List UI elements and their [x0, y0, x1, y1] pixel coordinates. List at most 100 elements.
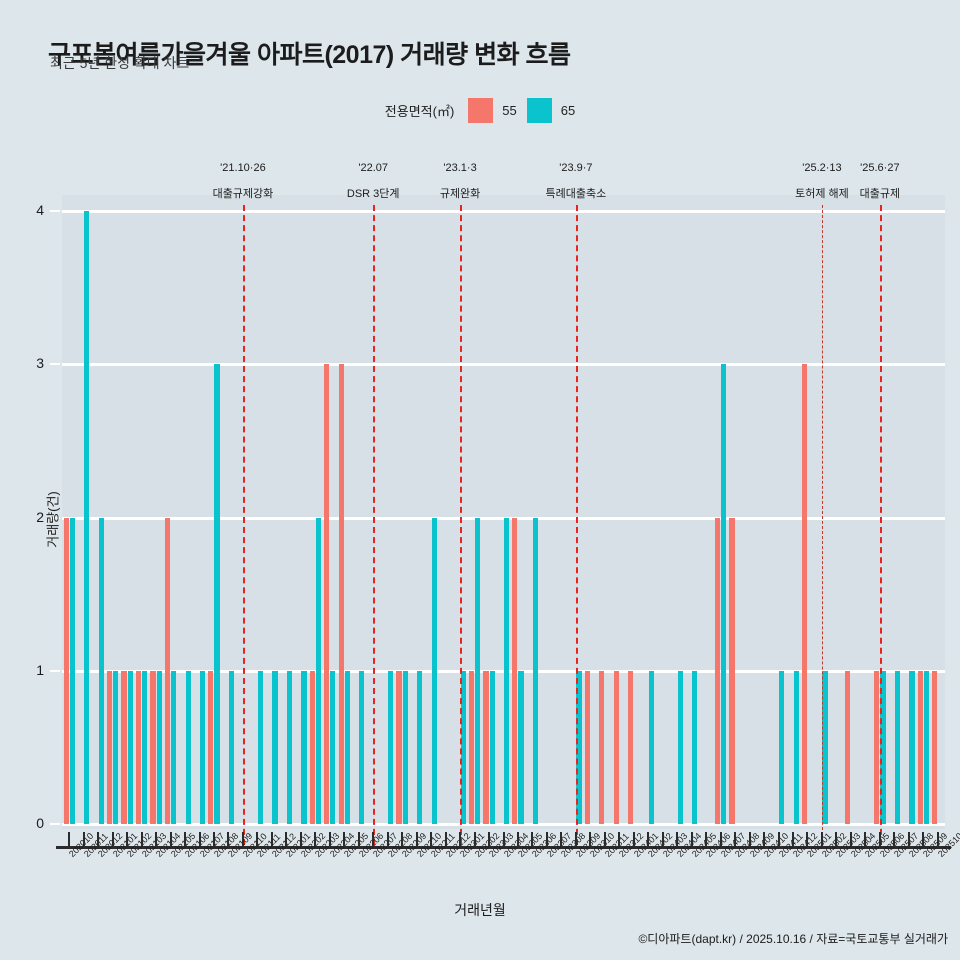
- bar-65-202208[interactable]: [388, 670, 394, 824]
- bar-65-202204[interactable]: [330, 670, 336, 824]
- bar-65-202111[interactable]: [257, 670, 264, 824]
- bar-65-202201[interactable]: [286, 670, 293, 824]
- x-axis-tick-mark: [936, 832, 939, 847]
- bar-65-202412[interactable]: [793, 670, 799, 824]
- bar-55-202102[interactable]: [121, 670, 127, 824]
- annotation-date-202207: '22.07: [358, 162, 389, 174]
- legend-label-65: 65: [560, 103, 576, 118]
- y-axis-tick-label: 3: [36, 355, 44, 372]
- bar-55-202105[interactable]: [164, 517, 171, 824]
- bar-65-202101[interactable]: [113, 670, 119, 824]
- x-axis-tick-mark: [212, 832, 215, 847]
- gridline: [62, 363, 945, 367]
- bar-65-202011[interactable]: [84, 211, 90, 824]
- annotation-desc-202110: 대출규제강화: [212, 188, 274, 200]
- bar-55-202205[interactable]: [338, 364, 344, 824]
- bar-65-202109[interactable]: [228, 670, 235, 824]
- y-axis-tick-label: 2: [36, 508, 44, 525]
- bar-55-202312[interactable]: [613, 670, 619, 824]
- bar-65-202103[interactable]: [142, 670, 148, 824]
- bar-55-202204[interactable]: [324, 364, 330, 824]
- bar-65-202407[interactable]: [721, 364, 727, 824]
- bar-55-202407[interactable]: [714, 517, 721, 824]
- bar-65-202104[interactable]: [156, 670, 162, 824]
- annotation-line-202207: [373, 205, 376, 845]
- legend-item-65[interactable]: 65: [526, 98, 576, 123]
- annotation-date-202301: '23.1·3: [443, 162, 477, 174]
- bar-65-202203[interactable]: [315, 517, 322, 824]
- annotation-date-202309: '23.9·7: [559, 162, 593, 174]
- bar-55-202203[interactable]: [309, 670, 315, 824]
- bar-55-202504[interactable]: [845, 670, 851, 824]
- annotation-line-202506: [879, 205, 882, 845]
- y-axis-tick-mark: [50, 516, 60, 519]
- bar-55-202305[interactable]: [512, 517, 518, 824]
- x-axis-tick-mark: [68, 832, 71, 847]
- bar-65-202102[interactable]: [127, 670, 133, 824]
- bar-65-202303[interactable]: [489, 670, 495, 824]
- bar-65-202305[interactable]: [518, 670, 524, 824]
- y-axis-tick-label: 4: [36, 202, 44, 218]
- bar-65-202405[interactable]: [692, 670, 698, 824]
- bar-65-202010[interactable]: [69, 517, 75, 824]
- bar-65-202309[interactable]: [576, 670, 582, 824]
- bar-65-202206[interactable]: [359, 670, 365, 824]
- bar-55-202408[interactable]: [729, 517, 735, 824]
- bar-65-202209[interactable]: [402, 670, 408, 824]
- x-axis-tick-mark: [763, 832, 766, 847]
- x-axis-tick-mark: [792, 832, 794, 847]
- x-axis-tick-mark: [386, 832, 389, 847]
- bar-65-202502[interactable]: [822, 670, 828, 824]
- bar-65-202210[interactable]: [417, 670, 423, 824]
- bar-65-202012[interactable]: [98, 517, 104, 824]
- gridline: [62, 823, 945, 826]
- bar-65-202402[interactable]: [648, 670, 654, 824]
- bar-65-202112[interactable]: [272, 670, 278, 824]
- bar-65-202107[interactable]: [200, 670, 206, 824]
- bar-65-202508[interactable]: [909, 670, 915, 824]
- bar-65-202302[interactable]: [475, 517, 481, 824]
- page-title: 구포봄여름가을겨울 아파트(2017) 거래량 변화 흐름: [48, 40, 571, 69]
- legend-swatch-65: [526, 98, 552, 123]
- x-axis-tick-mark: [401, 832, 404, 847]
- x-axis-tick-mark: [488, 832, 491, 847]
- bar-55-202401[interactable]: [628, 670, 634, 824]
- legend-item-55[interactable]: 55: [468, 98, 517, 123]
- bar-65-202506[interactable]: [880, 670, 886, 824]
- bar-65-202108[interactable]: [214, 364, 220, 824]
- x-axis-tick-mark: [820, 832, 823, 847]
- bar-55-202010[interactable]: [63, 517, 69, 824]
- bar-65-202106[interactable]: [185, 670, 191, 824]
- x-axis-tick-mark: [444, 832, 447, 847]
- bar-65-202301[interactable]: [460, 670, 466, 824]
- annotation-desc-202301: 규제완화: [439, 188, 481, 200]
- bar-55-202104[interactable]: [150, 670, 156, 824]
- bar-55-202509[interactable]: [917, 670, 923, 824]
- bar-55-202209[interactable]: [396, 670, 402, 824]
- x-axis-tick-mark: [618, 832, 621, 847]
- bar-55-202302[interactable]: [468, 670, 475, 824]
- bar-65-202306[interactable]: [532, 517, 539, 824]
- bar-55-202510[interactable]: [932, 670, 938, 824]
- annotation-date-202506: '25.6·27: [860, 162, 900, 174]
- bar-65-202105[interactable]: [171, 670, 177, 824]
- bar-55-202103[interactable]: [135, 670, 142, 824]
- bar-55-202501[interactable]: [801, 364, 807, 824]
- annotation-desc-202502: 토허제 해제: [795, 188, 849, 200]
- bar-65-202507[interactable]: [894, 670, 901, 824]
- bar-65-202404[interactable]: [677, 670, 683, 824]
- bar-55-202303[interactable]: [483, 670, 489, 824]
- bar-55-202310[interactable]: [584, 670, 590, 824]
- bar-65-202304[interactable]: [504, 517, 510, 824]
- bar-55-202108[interactable]: [208, 670, 214, 824]
- bar-65-202411[interactable]: [779, 670, 785, 824]
- y-axis-tick-mark: [50, 210, 60, 212]
- bar-55-202101[interactable]: [106, 670, 113, 824]
- bar-65-202202[interactable]: [301, 670, 307, 824]
- x-axis-tick-mark: [531, 832, 534, 847]
- bar-65-202509[interactable]: [923, 670, 929, 824]
- bar-65-202205[interactable]: [344, 670, 350, 824]
- bar-65-202211[interactable]: [431, 517, 437, 824]
- bar-55-202311[interactable]: [599, 670, 605, 824]
- bar-55-202506[interactable]: [874, 670, 880, 824]
